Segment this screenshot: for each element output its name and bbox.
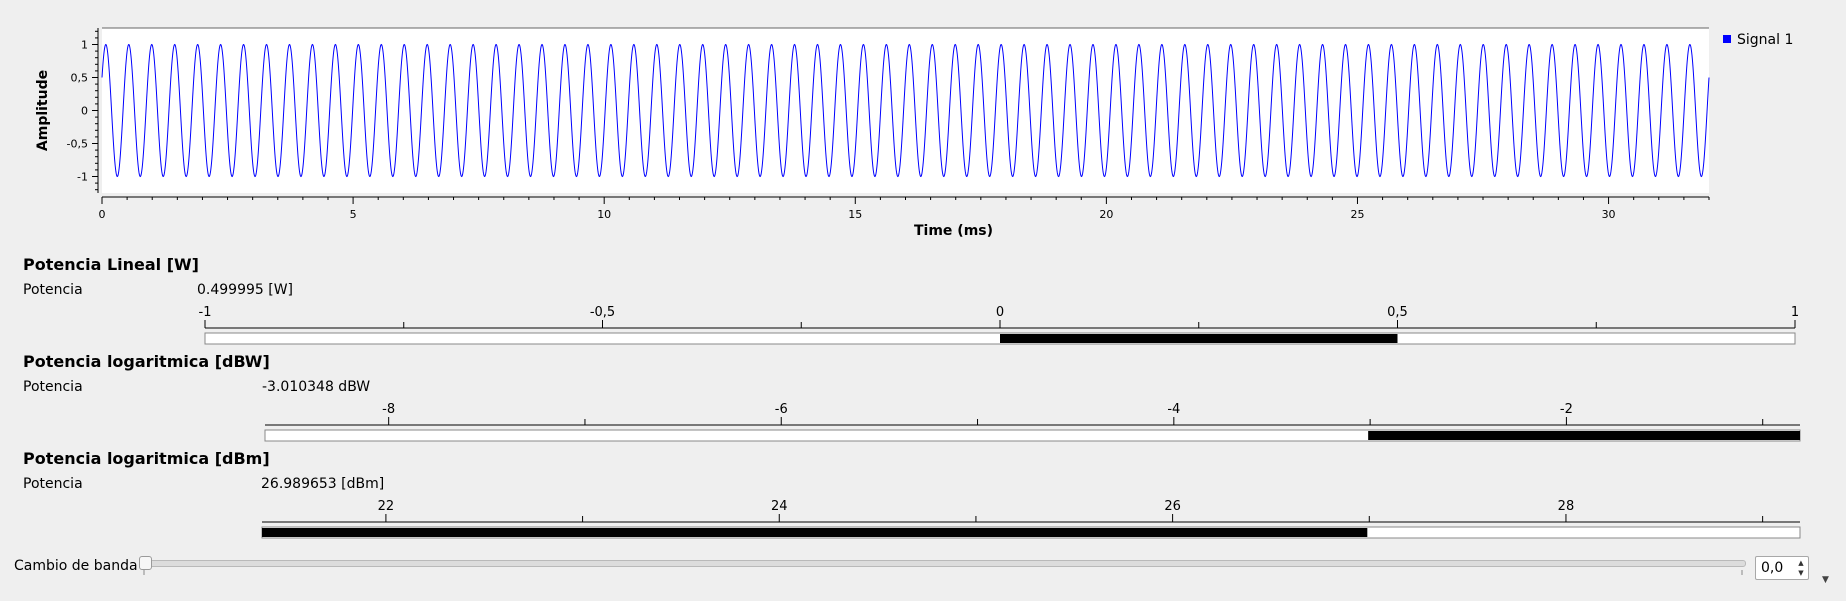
y-tick-label: -1 — [77, 171, 88, 184]
gauge-tick-label: -6 — [775, 402, 788, 417]
x-tick-label: 5 — [350, 208, 357, 221]
band-change-spinbox[interactable]: 0,0 ▲ ▼ — [1755, 556, 1809, 580]
band-change-slider[interactable] — [142, 560, 1746, 567]
gauge-tick-label: 24 — [771, 499, 788, 514]
legend-label-signal-1: Signal 1 — [1737, 32, 1793, 48]
band-change-slider-handle[interactable] — [139, 556, 152, 570]
y-axis: 1 0,5 0 -0,5 -1 Amplitude — [35, 28, 99, 193]
gauge-tick-label: 28 — [1558, 499, 1575, 514]
gauge-tick-label: 26 — [1164, 499, 1181, 514]
slider-ticks — [143, 570, 1743, 575]
x-axis: 0 5 10 15 20 25 30 Time (ms) — [99, 196, 1710, 239]
spinbox-value: 0,0 — [1761, 560, 1784, 576]
linear-power-gauge: -1 -0,5 0 0,5 1 — [199, 305, 1799, 345]
gauge-bar-fill — [1368, 431, 1800, 440]
y-tick-label: 1 — [81, 39, 88, 52]
y-tick-label: 0,5 — [71, 72, 89, 85]
y-tick-label: 0 — [81, 105, 88, 118]
x-tick-label: 0 — [99, 208, 106, 221]
gauge-tick-label: -4 — [1167, 402, 1180, 417]
dbm-power-value: 26.989653 [dBm] — [261, 476, 385, 492]
gauge-tick-label: 22 — [378, 499, 395, 514]
x-tick-label: 30 — [1602, 208, 1616, 221]
legend-swatch — [1723, 35, 1731, 43]
y-axis-label: Amplitude — [35, 70, 51, 151]
x-tick-label: 25 — [1350, 208, 1364, 221]
gauge-bar-fill — [1000, 334, 1398, 343]
linear-power-label: Potencia — [23, 282, 83, 298]
spin-down-arrow-icon[interactable]: ▼ — [1798, 569, 1804, 577]
dbw-power-label: Potencia — [23, 379, 83, 395]
spin-up-arrow-icon[interactable]: ▲ — [1798, 559, 1804, 567]
linear-power-value: 0.499995 [W] — [197, 282, 294, 298]
band-change-label: Cambio de banda — [14, 558, 138, 574]
dbw-power-gauge: -8 -6 -4 -2 — [264, 402, 1801, 442]
dbm-power-title: Potencia logaritmica [dBm] — [23, 449, 270, 468]
plot-area — [102, 28, 1709, 193]
dbm-power-gauge: 22 24 26 28 — [261, 499, 1801, 539]
gauge-tick-label: 0 — [996, 305, 1004, 320]
x-tick-label: 20 — [1099, 208, 1113, 221]
x-tick-label: 15 — [848, 208, 862, 221]
dbw-power-value: -3.010348 dBW — [262, 379, 371, 395]
linear-power-title: Potencia Lineal [W] — [23, 255, 199, 274]
gauge-bar-fill — [262, 528, 1368, 537]
gauge-tick-label: -2 — [1560, 402, 1573, 417]
dbm-power-label: Potencia — [23, 476, 83, 492]
gauge-tick-label: 0,5 — [1387, 305, 1408, 320]
dbw-power-title: Potencia logaritmica [dBW] — [23, 352, 270, 371]
legend: Signal 1 — [1723, 32, 1793, 48]
x-axis-label: Time (ms) — [914, 223, 993, 239]
x-tick-label: 10 — [597, 208, 611, 221]
gauge-tick-label: -8 — [382, 402, 395, 417]
plot-canvas[interactable]: 1 0,5 0 -0,5 -1 Amplitude 0 5 10 15 20 25 30 Time (ms… — [0, 0, 1846, 250]
gauge-tick-label: 1 — [1791, 305, 1799, 320]
gauge-tick-label: -0,5 — [590, 305, 615, 320]
gauge-tick-label: -1 — [199, 305, 212, 320]
time-domain-plot[interactable]: 1 0,5 0 -0,5 -1 Amplitude 0 5 10 15 20 25 30 Time (ms… — [0, 0, 1846, 250]
signal-1-line — [101, 43, 1710, 178]
scroll-down-arrow-icon[interactable]: ▼ — [1822, 575, 1829, 585]
y-tick-label: -0,5 — [67, 138, 88, 151]
